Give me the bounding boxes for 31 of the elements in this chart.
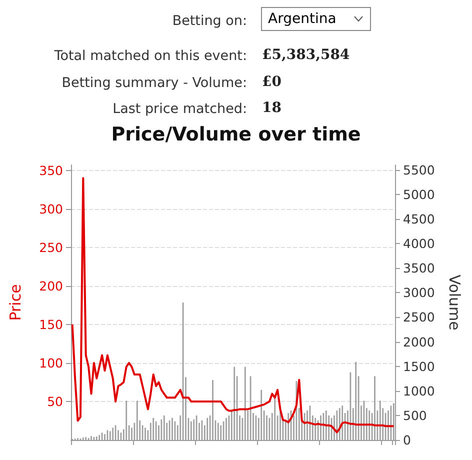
y2-tick-label: 2500: [403, 310, 435, 325]
text: £5,383,584: [262, 47, 350, 63]
y-tick-label: 200: [39, 278, 64, 294]
y2-tick-label: 5500: [403, 162, 435, 178]
dropdown: Argentina: [261, 7, 371, 31]
y2-tick-label: 0: [403, 432, 411, 448]
y2-tick-label: 500: [403, 408, 427, 423]
line-series: [71, 177, 395, 434]
y-tick-label: 50: [47, 394, 64, 409]
text: Betting summary - Volume:: [62, 75, 247, 91]
chart-title: Price/Volume over time: [111, 124, 361, 146]
y2-axis-title: Volume: [446, 274, 464, 330]
text: Total matched on this event:: [54, 48, 247, 64]
y2-tick-label: 4000: [403, 236, 435, 252]
text: 18: [262, 100, 282, 116]
y-tick-label: 150: [39, 316, 64, 332]
y-tick-label: 100: [39, 355, 64, 370]
y2-tick-label: 2000: [403, 334, 435, 350]
y2-tick-label: 1000: [403, 383, 435, 398]
y2-tick-label: 1500: [403, 358, 435, 374]
y2-tick-label: 3000: [403, 285, 435, 300]
y-axis-title: Price: [6, 284, 24, 321]
y2-tick-label: 4500: [403, 212, 435, 227]
text: Betting on:: [172, 13, 247, 29]
y-tick-label: 250: [39, 240, 64, 255]
y2-tick-label: 5000: [403, 186, 435, 202]
y-tick-label: 350: [39, 162, 64, 178]
text: £0: [262, 74, 282, 90]
text: Last price matched:: [112, 101, 247, 117]
y2-tick-label: 3500: [403, 260, 435, 276]
y-tick-label: 300: [39, 201, 64, 216]
